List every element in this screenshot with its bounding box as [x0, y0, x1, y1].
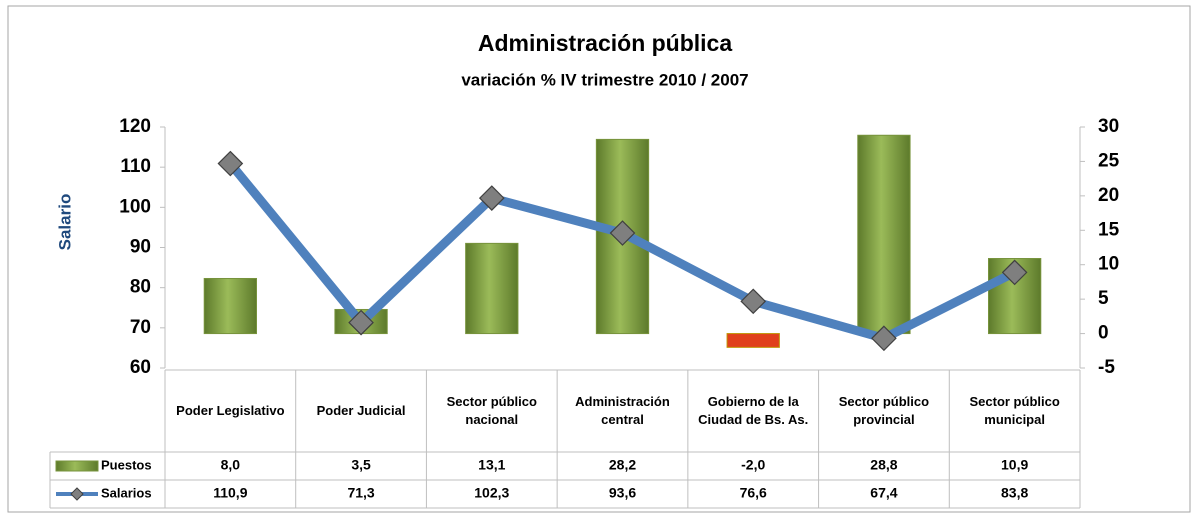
- y-tick-label: 60: [130, 357, 151, 378]
- line-marker: [1001, 259, 1028, 286]
- legend-label: Salarios: [101, 485, 152, 500]
- table-value: 83,8: [1001, 485, 1028, 501]
- table-value: -2,0: [741, 457, 765, 473]
- table-value: 93,6: [609, 485, 636, 501]
- x-category-cell: Poder Legislativo: [176, 403, 285, 419]
- y-tick-label: 100: [119, 196, 151, 217]
- table-value: 8,0: [221, 457, 241, 473]
- x-category-cell: Gobierno de la Ciudad de Bs. As.: [698, 394, 809, 427]
- y-tick-label: 110: [120, 156, 151, 177]
- line-marker: [348, 309, 374, 336]
- x-category-label: Sector público provincial: [838, 394, 930, 427]
- y2-tick-label: 10: [1098, 254, 1119, 275]
- table-value: 76,6: [740, 485, 767, 501]
- y2-tick-label: 30: [1098, 116, 1119, 137]
- table-value: 67,4: [870, 485, 897, 501]
- bar: [726, 333, 780, 348]
- chart-title: Administración pública: [478, 30, 733, 56]
- line-marker: [740, 288, 767, 315]
- x-category-label: Sector público municipal: [969, 394, 1060, 427]
- table-value: 71,3: [347, 485, 374, 501]
- legend-label: Puestos: [101, 457, 152, 472]
- x-category-label: Poder Judicial: [316, 403, 406, 419]
- table-value: 10,9: [1001, 457, 1028, 473]
- line-marker: [871, 325, 897, 352]
- table-value: 13,1: [478, 457, 505, 473]
- line-marker: [217, 150, 244, 177]
- x-category-cell: Sector público nacional: [446, 394, 537, 427]
- x-category-label: Sector público nacional: [446, 394, 537, 427]
- y2-tick-label: 20: [1098, 185, 1119, 206]
- y-axis-title: Salario: [55, 194, 74, 251]
- bar: [857, 134, 911, 335]
- legend-swatch: [55, 460, 99, 472]
- x-category-label: Administración central: [575, 394, 670, 427]
- line-marker: [478, 185, 505, 211]
- table-value: 110,9: [213, 485, 247, 501]
- bar: [988, 258, 1042, 335]
- x-category-cell: Sector público municipal: [969, 394, 1060, 427]
- table-value: 28,8: [870, 457, 897, 473]
- y2-tick-label: -5: [1098, 357, 1115, 378]
- table-value: 28,2: [609, 457, 636, 473]
- line-marker: [609, 220, 636, 246]
- legend-marker: [70, 487, 84, 501]
- y2-tick-label: 15: [1098, 219, 1120, 240]
- y-tick-label: 80: [130, 277, 151, 298]
- y2-tick-label: 5: [1098, 288, 1109, 309]
- x-category-label: Poder Legislativo: [176, 403, 285, 419]
- x-category-label: Gobierno de la Ciudad de Bs. As.: [698, 394, 809, 427]
- table-value: 3,5: [351, 457, 371, 473]
- x-category-cell: Poder Judicial: [316, 403, 406, 419]
- bar: [465, 242, 519, 335]
- x-category-cell: Sector público provincial: [838, 394, 930, 427]
- y2-tick-label: 25: [1098, 150, 1120, 171]
- y2-tick-label: 0: [1098, 323, 1109, 344]
- y-tick-label: 90: [130, 237, 151, 258]
- y-tick-label: 70: [130, 317, 151, 338]
- table-value: 102,3: [474, 485, 509, 501]
- x-category-cell: Administración central: [575, 394, 670, 427]
- bar: [203, 277, 257, 335]
- y-tick-label: 120: [119, 116, 151, 137]
- chart-subtitle: variación % IV trimestre 2010 / 2007: [461, 70, 748, 89]
